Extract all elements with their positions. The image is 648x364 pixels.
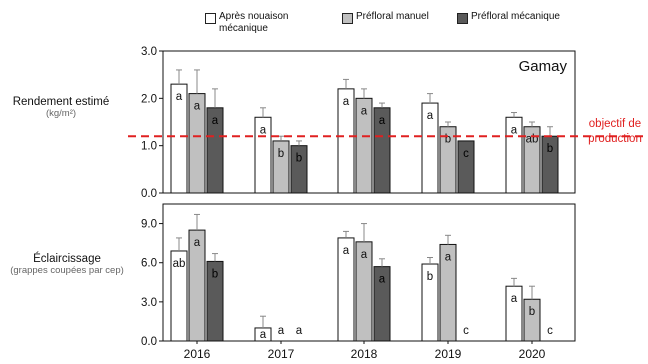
significance-letter: a [511,293,518,305]
legend-label-line1: Préfloral mécanique [471,11,560,22]
significance-letter: a [194,237,201,249]
legend-label-line1: Après nouaison [219,11,289,22]
legend-label-line2: mécanique [219,23,268,34]
y-tick-label: 0.0 [141,336,157,348]
significance-letter: a [194,101,201,113]
reference-line-label-line1: objectif de [588,118,642,130]
y-tick-label: 0.0 [141,188,157,200]
legend-label-prefloral-manuel: Préfloral manuel [356,11,429,23]
top-y-axis-unit: (kg/m²) [45,108,77,119]
significance-letter: b [445,134,451,146]
y-tick-label: 3.0 [141,297,157,309]
y-tick-label: 6.0 [141,258,157,270]
legend-label-prefloral-mecanique: Préfloral mécanique [471,11,560,23]
significance-letter: a [296,325,303,337]
significance-letter: a [361,249,368,261]
bottom-y-axis-title: Éclaircissage (grappes coupées par cep) [0,253,134,276]
x-tick-label: 2019 [435,347,462,361]
bottom-y-axis-unit: (grappes coupées par cep) [10,265,124,276]
significance-letter: b [278,148,284,160]
y-tick-label: 1.0 [141,141,157,153]
legend-swatch-prefloral-mecanique [457,13,468,24]
y-tick-label: 9.0 [141,219,157,231]
significance-letter: c [547,325,553,337]
significance-letter: a [343,96,350,108]
top-y-axis-title: Rendement estimé (kg/m²) [0,96,122,119]
panel-label: Gamay [519,58,568,75]
significance-letter: a [361,105,368,117]
significance-letter: b [296,153,302,165]
significance-letter: a [343,245,350,257]
significance-letter: a [445,251,452,263]
y-tick-label: 3.0 [141,46,157,58]
significance-letter: b [427,271,433,283]
significance-letter: c [463,148,469,160]
legend-label-apres-nouaison: Après nouaison mécanique [219,11,289,35]
significance-letter: c [463,325,469,337]
significance-letter: a [260,124,267,136]
significance-letter: b [212,268,218,280]
x-tick-label: 2017 [268,347,295,361]
legend-swatch-prefloral-manuel [342,13,353,24]
legend-label-line1: Préfloral manuel [356,11,429,22]
y-tick-label: 2.0 [141,93,157,105]
x-tick-label: 2016 [184,347,211,361]
significance-letter: a [176,91,183,103]
significance-letter: b [547,143,553,155]
bottom-y-axis-label: Éclaircissage [33,253,101,265]
significance-letter: a [379,274,386,286]
bar [457,140,475,194]
significance-letter: a [278,325,285,337]
significance-letter: a [511,124,518,136]
significance-letter: b [529,306,535,318]
x-tick-label: 2018 [351,347,378,361]
significance-letter: ab [173,258,186,270]
significance-letter: a [379,115,386,127]
top-y-axis-label: Rendement estimé [12,96,110,108]
x-tick-label: 2020 [519,347,546,361]
significance-letter: a [260,329,267,341]
legend-swatch-apres-nouaison [205,13,216,24]
significance-letter: a [212,115,219,127]
significance-letter: a [427,110,434,122]
